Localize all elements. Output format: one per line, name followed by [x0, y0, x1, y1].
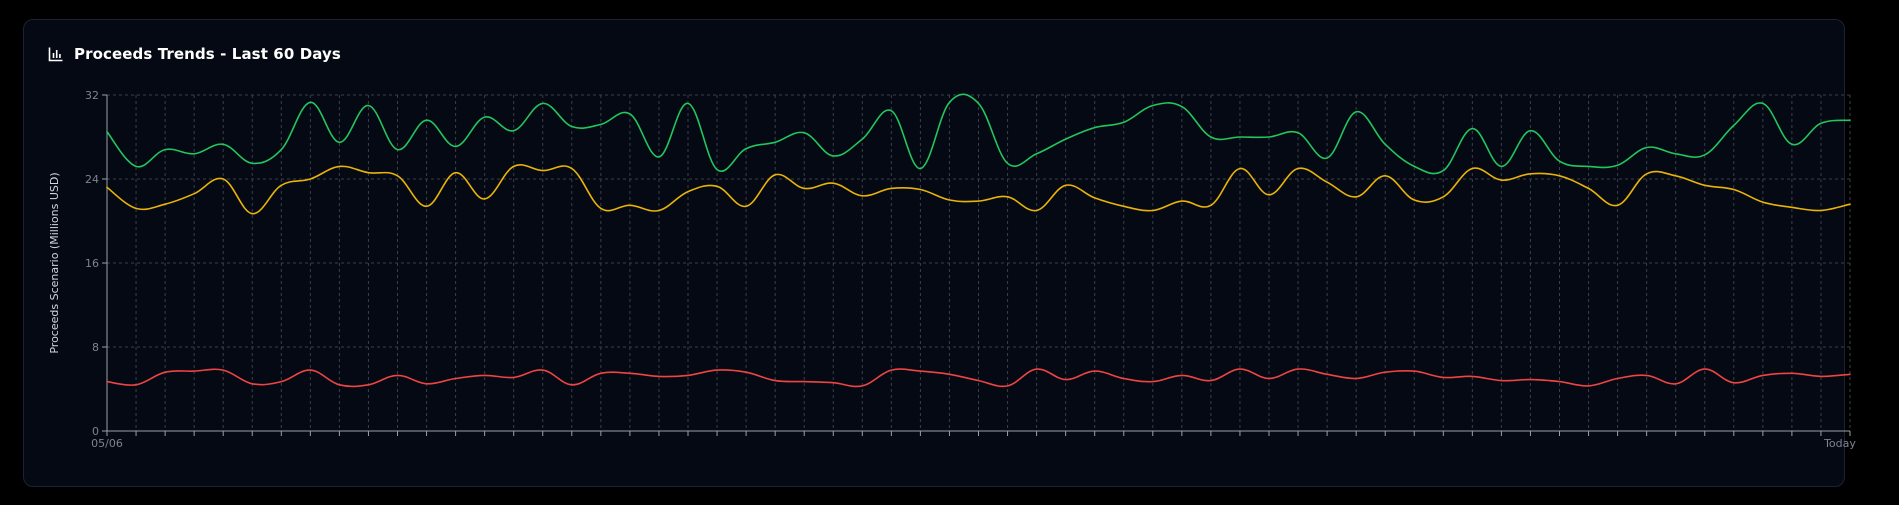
- series-line-1: [106, 93, 1851, 175]
- series-line-3: [106, 368, 1851, 388]
- bar-chart-icon: [48, 46, 64, 62]
- series-line-2: [106, 164, 1851, 215]
- y-tick-label: 32: [85, 89, 99, 102]
- chart-card: Proceeds Trends - Last 60 Days: [23, 19, 1845, 487]
- y-tick-label: 0: [92, 425, 99, 438]
- card-header: Proceeds Trends - Last 60 Days: [48, 44, 341, 64]
- y-tick-label: 8: [92, 341, 99, 354]
- y-tick-label: 24: [85, 173, 99, 186]
- y-axis-title: Proceeds Scenario (Millions USD): [48, 172, 61, 353]
- card-title: Proceeds Trends - Last 60 Days: [74, 45, 341, 63]
- x-tick-label-first: 05/06: [91, 437, 123, 450]
- x-tick-label-last: Today: [1823, 437, 1856, 450]
- y-tick-label: 16: [85, 257, 99, 270]
